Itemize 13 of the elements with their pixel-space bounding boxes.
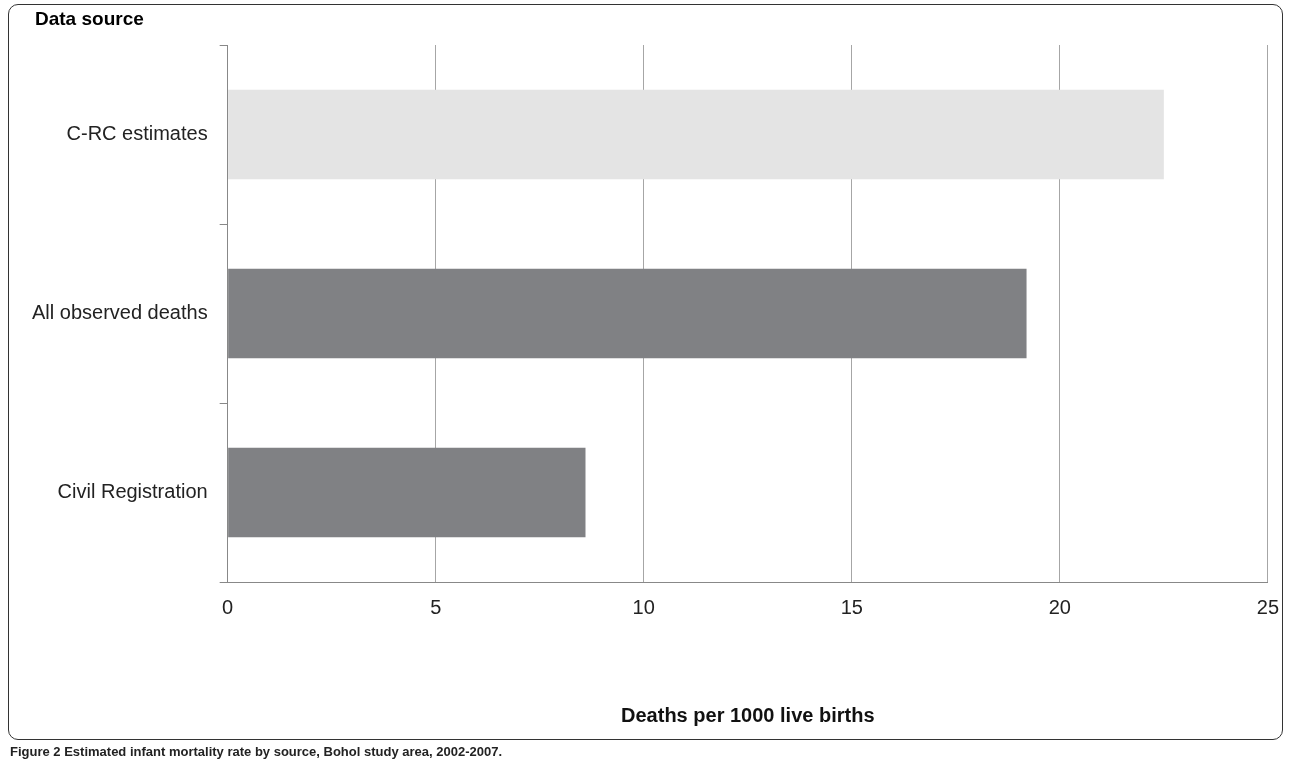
- x-tick-label: 25: [1256, 595, 1279, 618]
- y-tick-label: C-RC estimates: [66, 122, 208, 145]
- x-tick-label: 15: [840, 595, 863, 618]
- y-tick-label: All observed deaths: [31, 301, 208, 324]
- y-axis-title: Data source: [35, 8, 144, 30]
- y-tick-label: Civil Registration: [57, 480, 208, 503]
- x-tick-label: 5: [430, 595, 442, 618]
- x-tick-label: 20: [1048, 595, 1071, 618]
- bar: [228, 89, 1164, 180]
- x-tick-label: 0: [222, 595, 234, 618]
- x-tick-label: 10: [632, 595, 655, 618]
- x-axis-title: Deaths per 1000 live births: [621, 703, 875, 726]
- caption: Figure 2 Estimated infant mortality rate by source, Bohol study area, 2002-2007.: [10, 744, 502, 759]
